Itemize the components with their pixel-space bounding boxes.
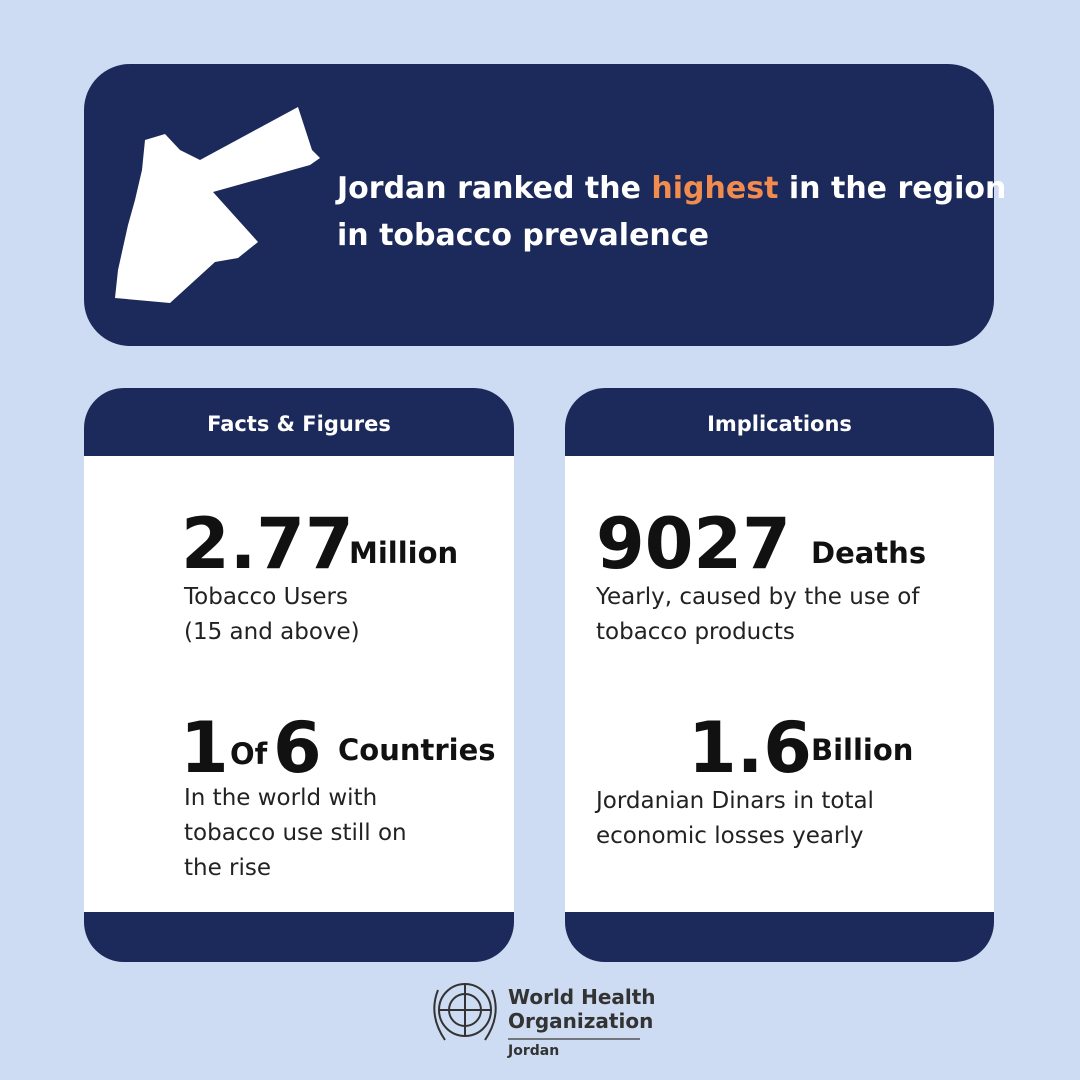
stat-text: Jordanian Dinars in total economic losses… xyxy=(596,784,874,854)
stat-text: In the world with tobacco use still on the… xyxy=(184,781,407,886)
title-text: Jordan ranked the xyxy=(337,171,641,206)
org-country: Jordan xyxy=(508,1043,560,1059)
text-line: Jordanian Dinars in total xyxy=(596,788,874,814)
text-line: In the world with xyxy=(184,785,378,811)
text-line: the rise xyxy=(184,855,272,881)
stat-number: 1.6 xyxy=(688,707,813,789)
stat-unit: Countries xyxy=(338,733,496,767)
org-line: Organization xyxy=(508,1009,654,1033)
stat-number: 1 xyxy=(180,707,229,789)
stat-text: Yearly, caused by the use of tobacco prod… xyxy=(596,580,919,650)
text-line: tobacco products xyxy=(596,619,795,645)
card-heading: Implications xyxy=(707,412,852,436)
header-panel xyxy=(84,64,994,346)
stat-number: 9027 xyxy=(596,503,791,585)
stat-of: Of xyxy=(230,737,268,771)
org-name: World Health Organization xyxy=(508,985,656,1033)
stat-unit: Billion xyxy=(811,733,914,767)
title-text: in the region xyxy=(788,171,1007,206)
text-line: (15 and above) xyxy=(184,619,360,645)
jordan-map xyxy=(115,107,320,303)
stat-number: 6 xyxy=(273,707,322,789)
text-line: tobacco use still on xyxy=(184,820,407,846)
text-line: economic losses yearly xyxy=(596,823,864,849)
header-title: Jordan ranked the highest in the region xyxy=(337,171,1006,206)
text-line: Yearly, caused by the use of xyxy=(596,584,920,610)
text-line: Tobacco Users xyxy=(184,584,348,610)
stat-number: 2.77 xyxy=(181,503,354,585)
header-title: in tobacco prevalence xyxy=(337,218,709,253)
facts-body xyxy=(84,456,514,912)
stat-text: Tobacco Users (15 and above) xyxy=(184,580,360,650)
who-emblem xyxy=(433,983,640,1041)
card-heading: Facts & Figures xyxy=(207,412,391,436)
org-line: World Health xyxy=(508,985,656,1009)
title-highlight: highest xyxy=(651,171,779,206)
implications-body xyxy=(565,456,994,912)
stat-unit: Million xyxy=(349,536,459,570)
stat-unit: Deaths xyxy=(811,536,927,570)
